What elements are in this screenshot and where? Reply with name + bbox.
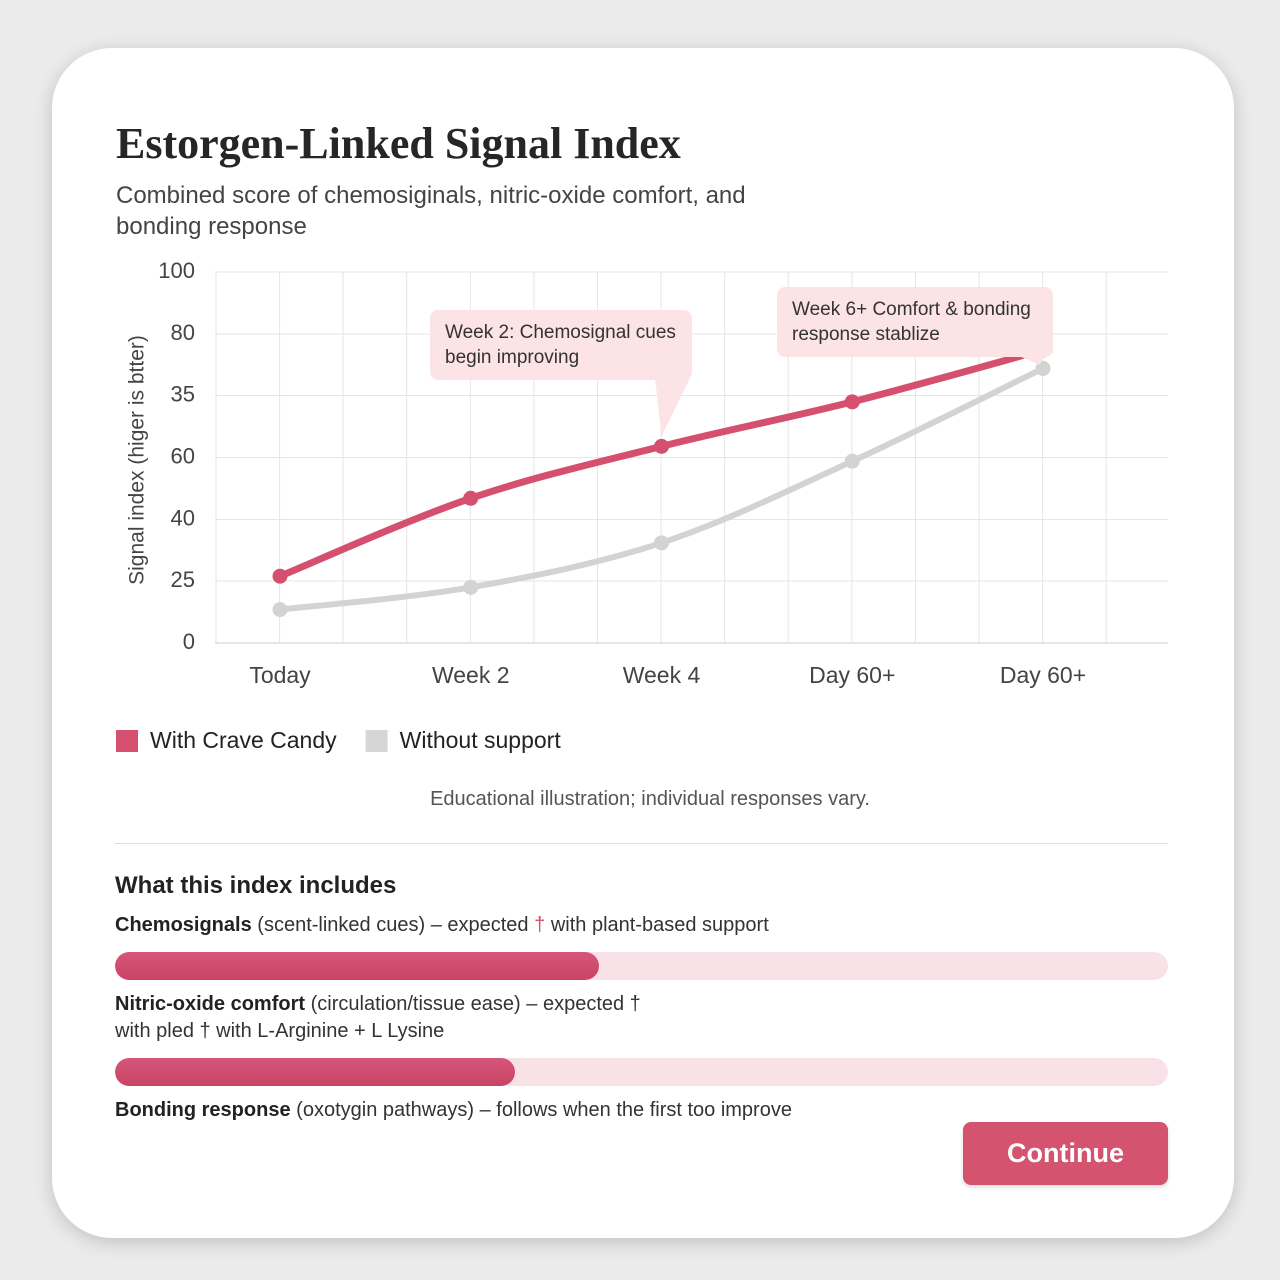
y-tick-label: 40 <box>171 505 195 530</box>
x-tick-label: Day 60+ <box>1000 662 1086 688</box>
item-mark: † <box>534 914 546 936</box>
x-tick-label: Week 2 <box>432 662 510 688</box>
y-tick-label: 100 <box>158 258 195 283</box>
chart-subtitle: Combined score of chemosiginals, nitric-… <box>116 182 746 240</box>
x-tick-label: Today <box>249 662 311 688</box>
legend-swatch <box>365 730 388 752</box>
y-tick-label: 35 <box>171 381 195 406</box>
progress-fill <box>115 952 600 980</box>
continue-button[interactable]: Continue <box>963 1122 1168 1185</box>
y-tick-label: 80 <box>171 320 195 345</box>
y-tick-label: 25 <box>171 567 195 592</box>
progress-track <box>115 952 1168 980</box>
legend-swatch <box>116 730 138 752</box>
point-marker <box>272 602 288 618</box>
point-marker <box>654 438 669 454</box>
item-text: (circulation/tissue ease) – expected † <box>310 993 641 1015</box>
item-text: with pled † with L-Arginine + L Lysine <box>115 1020 445 1042</box>
item-label: Nitric-oxide comfort <box>115 993 306 1015</box>
annotation: Week 6+ Comfort & bonding response stabl… <box>777 287 1053 357</box>
y-axis-label: Signal index (higer is btter) <box>126 335 149 585</box>
point-marker <box>463 579 479 595</box>
item-label: Bonding response <box>115 1099 291 1121</box>
x-tick-label: Day 60+ <box>809 662 895 688</box>
chart: 0 25 40 60 35 80 100 Signal index (higer is btt… <box>116 258 1168 753</box>
item-text: (oxotygin pathways) – follows when the f… <box>296 1099 792 1121</box>
item: Chemosignals (scent-linked cues) – expect… <box>115 912 769 939</box>
y-tick-label: 0 <box>183 629 195 654</box>
point-marker <box>844 453 860 469</box>
y-tick-label: 60 <box>171 443 195 468</box>
point-marker <box>1035 360 1051 376</box>
point-marker <box>463 490 479 506</box>
item: Bonding response (oxotygin pathways) – fo… <box>115 1097 792 1124</box>
annotation: Week 2: Chemosignal cues begin improving <box>430 310 692 380</box>
callout-tail <box>655 378 690 437</box>
footnote: Educational illustration; individual res… <box>430 788 870 810</box>
progress-track <box>115 1058 1168 1086</box>
legend-label: Without support <box>400 727 562 753</box>
x-tick-label: Week 4 <box>623 662 701 688</box>
progress-fill <box>115 1058 516 1086</box>
item-text: with plant-based support <box>550 914 769 936</box>
item: Nitric-oxide comfort (circulation/tissue … <box>115 991 641 1045</box>
item-label: Chemosignals <box>115 914 252 936</box>
chart-title: Estorgen-Linked Signal Index <box>116 119 681 168</box>
section-heading: What this index includes <box>115 872 397 899</box>
item-text: (scent-linked cues) – expected <box>257 914 529 936</box>
legend-label: With Crave Candy <box>150 727 337 753</box>
point-marker <box>654 535 669 551</box>
point-marker <box>844 394 860 410</box>
divider <box>115 843 1168 844</box>
point-marker <box>272 568 288 584</box>
